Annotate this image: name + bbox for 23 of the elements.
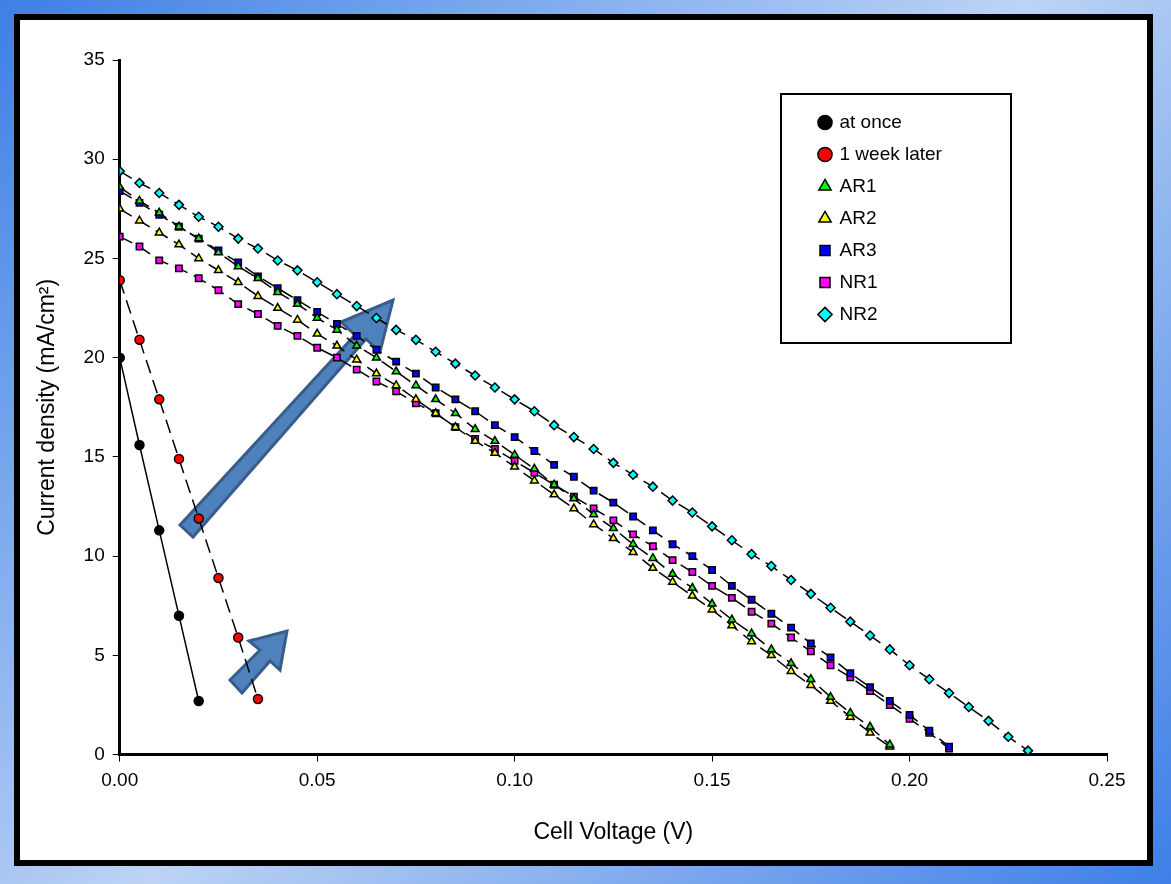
legend-label: NR1 bbox=[839, 270, 878, 292]
y-axis-title: Current density (mA/cm²) bbox=[33, 278, 60, 536]
y-tick-label: 5 bbox=[94, 643, 105, 665]
x-axis-title: Cell Voltage (V) bbox=[533, 817, 694, 844]
x-tick-label: 0.15 bbox=[693, 769, 731, 791]
y-tick-label: 20 bbox=[83, 345, 105, 367]
x-tick-label: 0.20 bbox=[891, 769, 929, 791]
y-tick-label: 35 bbox=[83, 48, 105, 70]
y-tick-label: 15 bbox=[83, 445, 105, 467]
y-tick-label: 30 bbox=[83, 147, 105, 169]
x-tick-label: 0.05 bbox=[298, 769, 336, 791]
y-tick-label: 10 bbox=[83, 544, 105, 566]
legend-label: AR1 bbox=[839, 174, 877, 196]
x-tick-label: 0.00 bbox=[101, 769, 139, 791]
legend-label: NR2 bbox=[839, 302, 878, 324]
legend-label: 1 week later bbox=[839, 142, 943, 164]
x-tick-label: 0.25 bbox=[1088, 769, 1126, 791]
y-tick-label: 0 bbox=[94, 742, 105, 764]
legend-label: at once bbox=[839, 110, 902, 132]
legend-label: AR2 bbox=[839, 206, 877, 228]
legend-label: AR3 bbox=[839, 238, 877, 260]
x-tick-label: 0.10 bbox=[496, 769, 534, 791]
y-tick-label: 25 bbox=[83, 246, 105, 268]
